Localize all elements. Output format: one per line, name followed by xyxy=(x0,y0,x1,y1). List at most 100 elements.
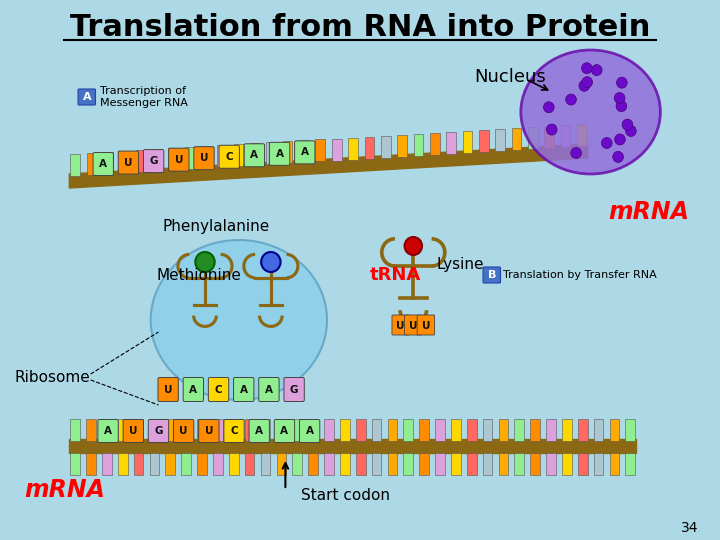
Text: U: U xyxy=(422,321,430,331)
Text: Lysine: Lysine xyxy=(436,258,484,273)
Bar xyxy=(217,145,227,167)
Bar xyxy=(340,453,350,475)
Bar xyxy=(528,127,538,149)
Bar xyxy=(71,453,80,475)
Text: A: A xyxy=(301,147,309,157)
Bar xyxy=(531,419,540,441)
Text: C: C xyxy=(215,385,222,395)
Bar xyxy=(213,453,222,475)
Text: Translation from RNA into Protein: Translation from RNA into Protein xyxy=(70,14,650,43)
FancyBboxPatch shape xyxy=(118,151,139,174)
FancyBboxPatch shape xyxy=(224,420,244,442)
FancyBboxPatch shape xyxy=(168,148,189,171)
Text: G: G xyxy=(154,426,163,436)
Bar xyxy=(397,135,407,157)
Circle shape xyxy=(195,252,215,272)
Bar xyxy=(168,148,178,170)
Text: Transcription of
Messenger RNA: Transcription of Messenger RNA xyxy=(100,86,188,108)
Text: Ribosome: Ribosome xyxy=(14,370,90,386)
FancyBboxPatch shape xyxy=(300,420,320,442)
Bar xyxy=(430,133,440,155)
Bar xyxy=(266,143,276,164)
Bar xyxy=(340,419,350,441)
Bar xyxy=(495,129,505,151)
Bar xyxy=(562,419,572,441)
Text: U: U xyxy=(199,153,208,163)
Circle shape xyxy=(546,124,557,135)
Bar xyxy=(181,453,191,475)
Circle shape xyxy=(615,134,625,145)
Bar xyxy=(577,124,587,146)
Ellipse shape xyxy=(521,50,660,174)
Bar xyxy=(610,453,619,475)
Bar xyxy=(185,147,194,169)
FancyBboxPatch shape xyxy=(148,420,168,442)
FancyBboxPatch shape xyxy=(208,377,229,402)
Text: A: A xyxy=(104,426,112,436)
Text: A: A xyxy=(255,426,264,436)
FancyBboxPatch shape xyxy=(78,89,96,105)
Bar xyxy=(372,453,382,475)
Text: U: U xyxy=(124,158,132,167)
Bar xyxy=(299,140,309,163)
FancyBboxPatch shape xyxy=(294,141,315,164)
Bar xyxy=(103,152,112,174)
FancyBboxPatch shape xyxy=(274,420,294,442)
Polygon shape xyxy=(69,439,636,453)
Bar xyxy=(276,453,286,475)
Bar xyxy=(512,128,521,150)
FancyBboxPatch shape xyxy=(249,420,269,442)
FancyBboxPatch shape xyxy=(258,377,279,402)
Bar xyxy=(482,453,492,475)
Bar xyxy=(446,132,456,154)
Bar xyxy=(594,453,603,475)
Bar xyxy=(413,134,423,156)
Bar xyxy=(467,453,477,475)
Bar xyxy=(292,419,302,441)
Text: U: U xyxy=(409,321,418,331)
Text: A: A xyxy=(305,426,314,436)
Bar xyxy=(419,453,429,475)
Bar xyxy=(387,453,397,475)
Circle shape xyxy=(261,252,281,272)
Bar xyxy=(324,419,334,441)
Bar xyxy=(479,130,489,152)
Bar xyxy=(498,453,508,475)
Bar xyxy=(86,153,96,175)
Bar xyxy=(381,136,390,158)
Polygon shape xyxy=(69,144,588,188)
FancyBboxPatch shape xyxy=(143,150,163,173)
Bar xyxy=(356,453,366,475)
Text: A: A xyxy=(189,385,197,395)
Text: B: B xyxy=(487,270,496,280)
Circle shape xyxy=(582,77,593,87)
FancyBboxPatch shape xyxy=(219,145,239,168)
FancyBboxPatch shape xyxy=(233,377,254,402)
Circle shape xyxy=(614,92,625,104)
FancyBboxPatch shape xyxy=(183,377,204,402)
FancyBboxPatch shape xyxy=(284,377,305,402)
FancyBboxPatch shape xyxy=(194,147,214,170)
Text: A: A xyxy=(240,385,248,395)
FancyBboxPatch shape xyxy=(123,420,143,442)
Bar xyxy=(166,419,175,441)
Ellipse shape xyxy=(150,240,327,400)
Bar xyxy=(578,419,588,441)
Text: U: U xyxy=(179,426,188,436)
Bar xyxy=(71,154,80,176)
Bar xyxy=(364,137,374,159)
Bar xyxy=(546,453,556,475)
Bar xyxy=(435,419,445,441)
Bar xyxy=(315,139,325,161)
Bar xyxy=(102,419,112,441)
Bar xyxy=(135,150,145,172)
Text: Translation by Transfer RNA: Translation by Transfer RNA xyxy=(503,270,657,280)
Bar xyxy=(134,419,143,441)
Bar xyxy=(250,143,260,165)
Circle shape xyxy=(579,80,590,91)
Circle shape xyxy=(622,119,633,130)
Text: 34: 34 xyxy=(680,521,698,535)
Bar xyxy=(578,453,588,475)
Bar xyxy=(451,419,461,441)
Text: A: A xyxy=(280,426,289,436)
